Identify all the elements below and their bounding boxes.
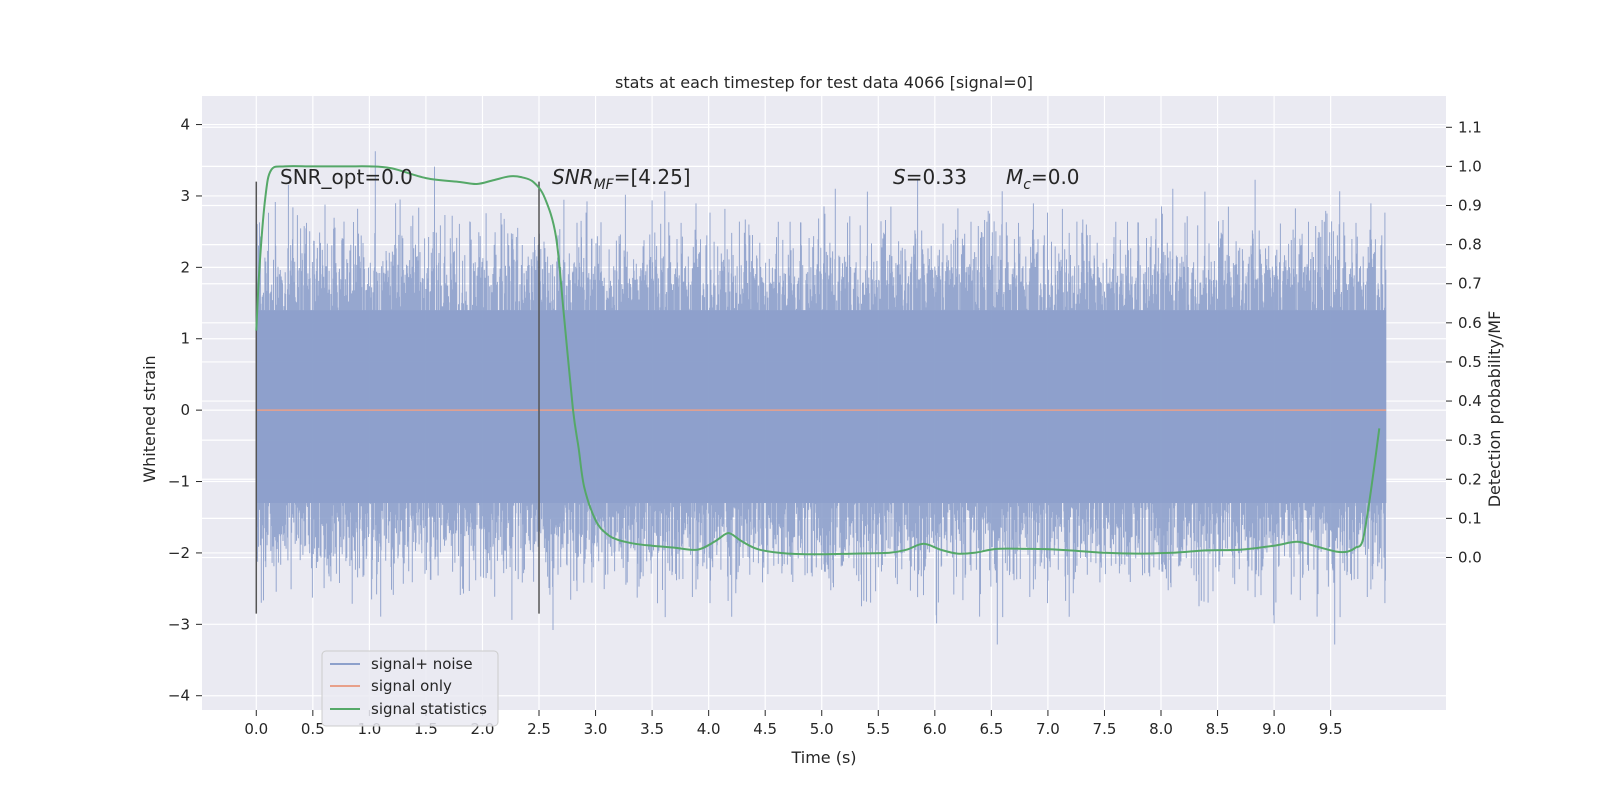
y2-tick-label: 0.4	[1458, 392, 1482, 410]
annotation-snr-mf-value: =[4.25]	[614, 165, 691, 189]
x-tick-label: 0.5	[301, 720, 325, 738]
x-tick-label: 5.0	[810, 720, 834, 738]
annotation-snr-opt: SNR_opt=0.0	[280, 165, 413, 189]
legend-label-signal-only: signal only	[371, 677, 452, 695]
x-tick-label: 9.0	[1262, 720, 1286, 738]
annotation-snr-mf-main: SNR	[552, 165, 594, 189]
y-axis-ticks: 4 3 2 1 0 −1 −2 −3 −4	[168, 116, 202, 705]
marker-lines	[255, 181, 540, 614]
signal-noise-series	[255, 151, 1387, 645]
signal-statistics-line	[255, 165, 1381, 556]
annotation-mc: Mc=0.0	[1006, 165, 1080, 193]
y-axis-label: Whitened strain	[140, 355, 159, 482]
y2-tick-label: 1.0	[1458, 157, 1482, 175]
x-tick-label: 6.0	[923, 720, 947, 738]
legend-label-signal-noise: signal+ noise	[371, 655, 473, 673]
y2-tick-label: 0.3	[1458, 431, 1482, 449]
y2-tick-label: 0.0	[1458, 548, 1482, 566]
x-tick-label: 6.5	[979, 720, 1003, 738]
y2-tick-label: 0.6	[1458, 314, 1482, 332]
y-tick-label: 0	[180, 401, 190, 419]
legend-label-signal-statistics: signal statistics	[371, 700, 487, 718]
y2-tick-label: 1.1	[1458, 118, 1482, 136]
y-tick-label: 4	[180, 116, 190, 134]
y-tick-label: −1	[168, 473, 190, 491]
y-tick-label: 2	[180, 258, 190, 276]
annotation-s-value: =0.33	[906, 165, 967, 189]
x-tick-label: 3.5	[640, 720, 664, 738]
annotation-s-main: S	[893, 165, 906, 189]
y2-tick-label: 0.1	[1458, 509, 1482, 527]
x-tick-label: 4.0	[697, 720, 721, 738]
x-tick-label: 7.0	[1036, 720, 1060, 738]
chart-title: stats at each timestep for test data 406…	[615, 73, 1033, 92]
legend-box	[321, 650, 499, 727]
y-tick-label: −2	[168, 544, 190, 562]
x-tick-label: 3.0	[584, 720, 608, 738]
y2-axis-label: Detection probability/MF	[1485, 311, 1504, 508]
y2-axis-ticks: 1.1 1.0 0.9 0.8 0.7 0.6 0.5 0.4 0.3 0.2 0.1 0.0	[1446, 118, 1482, 566]
y2-tick-label: 0.7	[1458, 275, 1482, 293]
x-axis-label: Time (s)	[790, 748, 856, 767]
y2-tick-label: 0.8	[1458, 236, 1482, 254]
y-tick-label: −3	[168, 615, 190, 633]
annotation-snr-mf-sub: MF	[594, 177, 615, 193]
x-tick-label: 8.0	[1149, 720, 1173, 738]
annotation-mc-sub: c	[1023, 177, 1031, 193]
y2-tick-label: 0.5	[1458, 353, 1482, 371]
y-tick-label: −4	[168, 687, 190, 705]
legend: signal+ noise signal only signal statist…	[321, 650, 499, 727]
x-axis-ticks: 0.0 0.5 1.0 1.5 2.0 2.5 3.0 3.5 4.0 4.5 5.0 5.5 6.0 6…	[244, 710, 1343, 738]
x-tick-label: 8.5	[1206, 720, 1230, 738]
annotation-mc-value: =0.0	[1031, 165, 1080, 189]
x-tick-label: 0.0	[244, 720, 268, 738]
annotation-s: S=0.33	[893, 165, 967, 189]
x-tick-label: 9.5	[1319, 720, 1343, 738]
annotation-snr-mf: SNRMF=[4.25]	[552, 165, 691, 193]
y2-tick-label: 0.2	[1458, 470, 1482, 488]
y-tick-label: 3	[180, 187, 190, 205]
annotation-mc-main: M	[1006, 165, 1023, 189]
y2-tick-label: 0.9	[1458, 197, 1482, 215]
x-tick-label: 2.5	[527, 720, 551, 738]
y-tick-label: 1	[180, 330, 190, 348]
x-tick-label: 5.5	[866, 720, 890, 738]
x-tick-label: 4.5	[753, 720, 777, 738]
x-tick-label: 7.5	[1093, 720, 1117, 738]
